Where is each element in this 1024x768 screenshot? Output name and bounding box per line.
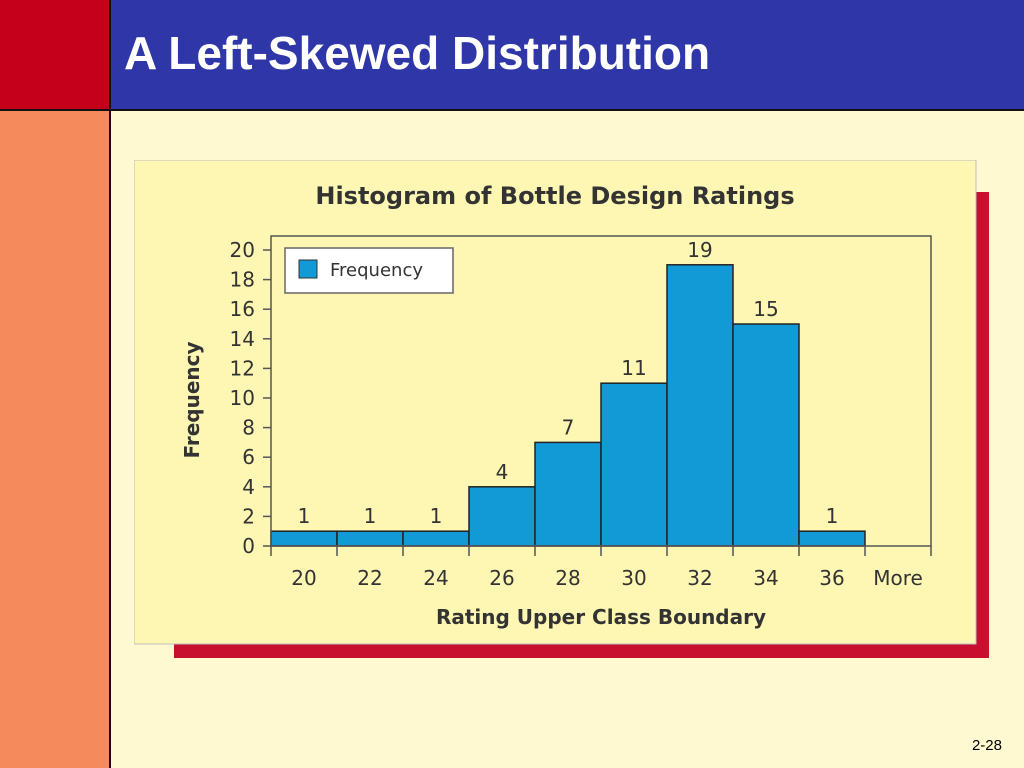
bar-label-30: 11 <box>621 356 646 380</box>
x-tick-label-30: 30 <box>621 566 646 590</box>
y-tick-label-20: 20 <box>230 238 255 262</box>
x-tick-label-28: 28 <box>555 566 580 590</box>
title-bar <box>111 0 1024 111</box>
histogram-chart: Histogram of Bottle Design Ratings Frequ… <box>133 159 989 658</box>
left-accent-top <box>0 0 111 111</box>
bar-22 <box>336 530 404 547</box>
bar-32 <box>666 264 734 547</box>
bar-36 <box>798 530 866 547</box>
bar-label-28: 7 <box>562 415 575 439</box>
y-tick-label-16: 16 <box>230 297 255 321</box>
x-tick-label-32: 32 <box>687 566 712 590</box>
bar-label-32: 19 <box>687 238 712 262</box>
bar-20 <box>270 530 338 547</box>
y-axis-label: Frequency <box>180 341 204 458</box>
bar-label-20: 1 <box>298 504 311 528</box>
x-axis-label: Rating Upper Class Boundary <box>436 605 766 629</box>
x-tick-label-34: 34 <box>753 566 778 590</box>
bar-28 <box>534 441 602 547</box>
y-tick-label-2: 2 <box>242 504 255 528</box>
bar-label-22: 1 <box>364 504 377 528</box>
y-tick-label-18: 18 <box>230 268 255 292</box>
left-accent-bottom <box>0 111 111 768</box>
x-tick-label-More: More <box>873 566 923 590</box>
slide-title: A Left-Skewed Distribution <box>124 27 711 79</box>
y-tick-label-0: 0 <box>242 534 255 558</box>
chart-legend: Frequency <box>284 247 454 294</box>
x-axis: 20 22 24 26 28 30 32 34 36 More <box>270 546 932 590</box>
figure-panel <box>133 159 977 645</box>
plot-frame <box>270 235 932 547</box>
y-tick-label-6: 6 <box>242 445 255 469</box>
x-tick-label-20: 20 <box>291 566 316 590</box>
legend-label: Frequency <box>330 260 423 281</box>
bar-34 <box>732 323 800 547</box>
y-tick-label-14: 14 <box>230 327 255 351</box>
bar-label-24: 1 <box>430 504 443 528</box>
y-tick-label-8: 8 <box>242 416 255 440</box>
legend-swatch <box>298 259 318 279</box>
bar-label-36: 1 <box>826 504 839 528</box>
bars-group <box>270 264 866 547</box>
y-tick-label-10: 10 <box>230 386 255 410</box>
y-tick-label-4: 4 <box>242 475 255 499</box>
histogram-figure: Histogram of Bottle Design Ratings Frequ… <box>133 159 989 658</box>
x-tick-label-26: 26 <box>489 566 514 590</box>
x-tick-label-22: 22 <box>357 566 382 590</box>
y-axis: 0 2 4 6 8 10 12 14 16 18 20 <box>230 238 271 558</box>
x-tick-label-24: 24 <box>423 566 448 590</box>
y-tick-label-12: 12 <box>230 356 255 380</box>
bar-label-26: 4 <box>496 460 509 484</box>
chart-title: Histogram of Bottle Design Ratings <box>315 182 794 210</box>
bar-label-34: 15 <box>753 297 778 321</box>
x-tick-label-36: 36 <box>819 566 844 590</box>
bar-24 <box>402 530 470 547</box>
bar-30 <box>600 382 668 547</box>
bar-26 <box>468 486 536 547</box>
page-number: 2-28 <box>971 737 1002 754</box>
